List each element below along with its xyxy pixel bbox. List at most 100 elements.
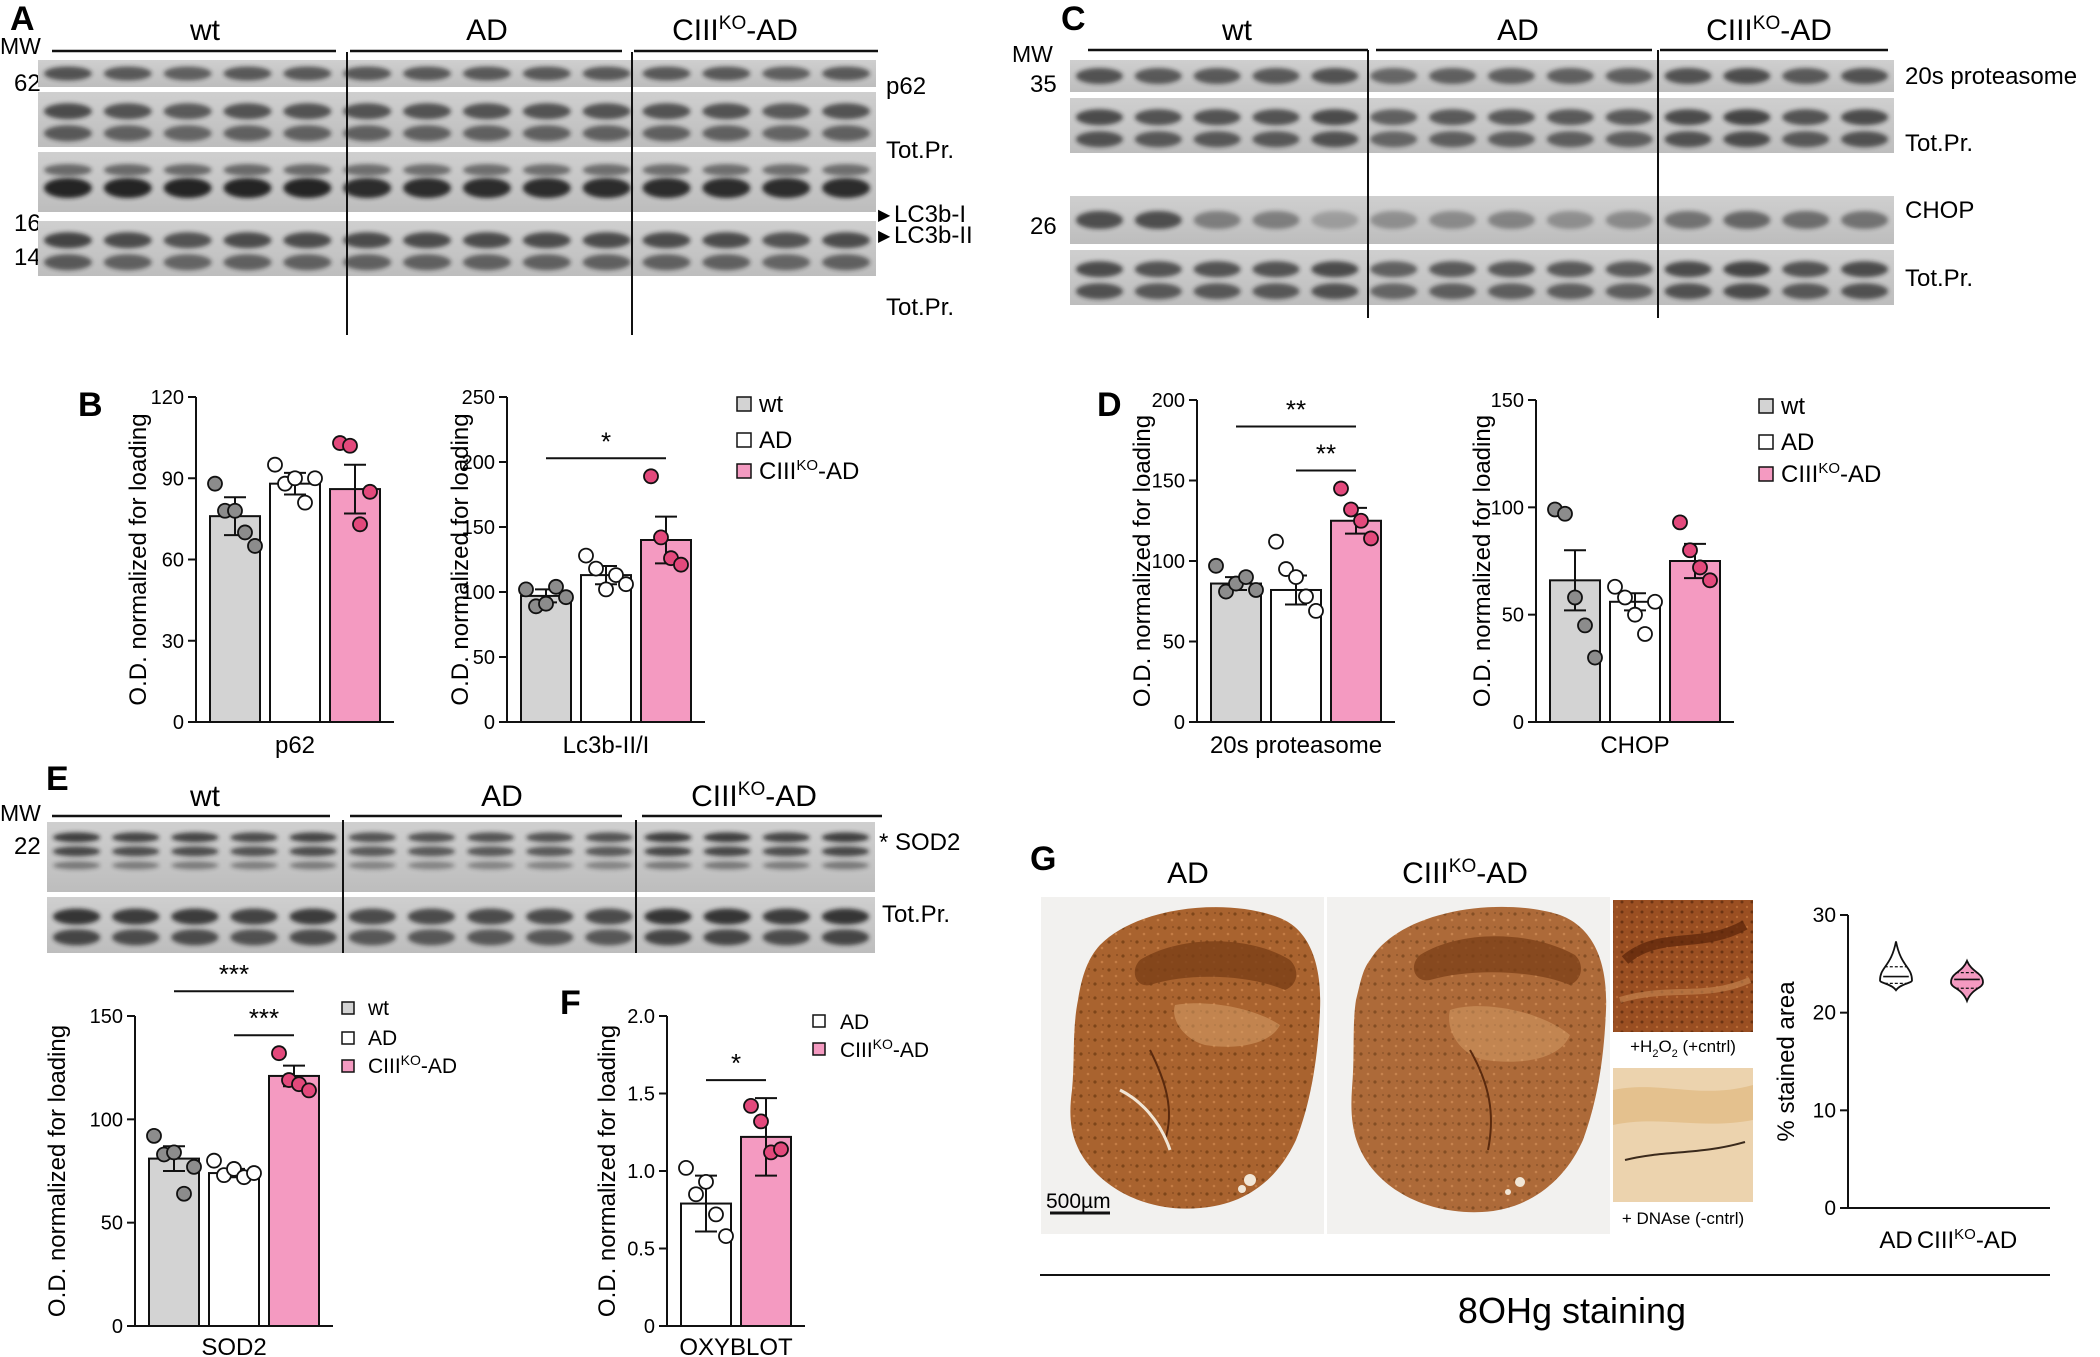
- blot-a-totpr-1-band: [283, 103, 332, 120]
- blot-e-sod2-band: [112, 832, 160, 843]
- data-point: [1647, 593, 1663, 610]
- blot-e-sod2-band: [171, 861, 219, 870]
- blot-a-p62-band: [163, 66, 212, 81]
- blot-e-sod2-band: [526, 846, 574, 857]
- blot-c-totpr-2-band: [1429, 261, 1477, 278]
- blot-a-totpr-2-band: [822, 232, 871, 249]
- blot-a-totpr-2-band: [702, 232, 751, 249]
- data-point: [1567, 589, 1583, 606]
- data-point: [206, 1152, 222, 1169]
- blot-e-totpr-band: [762, 908, 810, 925]
- bar: [520, 594, 572, 724]
- blot-a-p62-band: [283, 66, 332, 81]
- blot-e-sod2-band: [52, 832, 101, 843]
- blot-c-chop-band: [1370, 211, 1418, 229]
- data-point: [518, 581, 534, 598]
- blot-a-lc3b-bg: [38, 152, 876, 212]
- legend-e-swatch-ad: [341, 1031, 355, 1045]
- data-point: [1208, 557, 1224, 574]
- blot-a-lc3b-band: [43, 178, 92, 198]
- blot-a-group-ad: AD: [466, 14, 508, 47]
- data-point: [307, 470, 323, 487]
- y-tick-label: 150: [1491, 390, 1524, 412]
- blot-a-totpr-2-band: [283, 232, 332, 249]
- blot-c-totpr-1-band: [1723, 131, 1771, 148]
- data-point: [146, 1127, 162, 1144]
- blot-c-totpr-1-band: [1664, 131, 1712, 148]
- data-point: [1343, 501, 1359, 518]
- blot-a-p62-band: [103, 66, 152, 81]
- data-point: [1557, 505, 1573, 522]
- blot-e-sod2-band: [348, 861, 396, 870]
- blot-a-totpr-2-band: [343, 232, 392, 249]
- blot-a-p62-band: [343, 66, 392, 81]
- blot-e-sod2-band: [289, 832, 337, 843]
- data-point: [1268, 533, 1284, 550]
- blot-c-totpr-2-band: [1546, 261, 1594, 278]
- chart-stained-area: 0 10 20 30 % stained area AD CIIIKO-AD: [1773, 904, 2050, 1254]
- data-point: [1238, 569, 1254, 585]
- blot-a-lc3b-band: [223, 164, 272, 176]
- blot-a-totpr-1-band: [582, 103, 631, 120]
- data-point: [1587, 649, 1603, 666]
- legend-d-label-ad: AD: [1781, 429, 1814, 456]
- data-point: [1298, 588, 1314, 605]
- data-point: [673, 556, 689, 573]
- data-point: [538, 595, 554, 612]
- data-point: [301, 1082, 317, 1099]
- blot-a-totpr-2-band: [163, 254, 212, 271]
- x-axis-label: p62: [275, 732, 315, 759]
- blot-a-totpr-1: [38, 92, 876, 147]
- blot-e-sod2-band: [112, 846, 160, 857]
- y-tick-label: 0: [644, 1316, 655, 1338]
- blot-a-totpr-1-band: [522, 125, 571, 142]
- blot-a-lc3b: [38, 152, 876, 212]
- x-axis-label: CHOP: [1600, 732, 1669, 759]
- blot-a-totpr-2-band: [582, 232, 631, 249]
- data-point: [362, 483, 378, 500]
- blot-a-totpr-1-band: [403, 125, 452, 142]
- blot-c-20s-band: [1664, 68, 1712, 84]
- blot-e-totpr-band: [821, 908, 870, 925]
- inset-negative-control: + DNAse (-cntrl): [1613, 1068, 1753, 1228]
- y-axis-label: O.D. normalized for loading: [1129, 415, 1156, 707]
- y-tick-label: 1.0: [627, 1161, 655, 1183]
- blot-c-20s-band: [1429, 68, 1477, 84]
- blot-a-lc3b-band: [522, 178, 571, 198]
- blot-c-totpr-1-band: [1487, 109, 1535, 126]
- blot-c-totpr-2-band: [1487, 261, 1535, 278]
- bar: [268, 1074, 320, 1328]
- blot-c-totpr-2-band: [1841, 261, 1889, 278]
- blot-c-chop-band: [1841, 211, 1889, 229]
- y-tick-label: 250: [462, 387, 495, 409]
- blot-a-totpr-1-band: [43, 125, 92, 142]
- blot-a-totpr-2-band: [103, 254, 152, 271]
- y-tick-label: 50: [1163, 632, 1185, 654]
- chart-oxyblot: 0 0.5 1.0 1.5 2.0 O.D. normalized for loading…: [594, 1006, 805, 1357]
- blot-c-20s-band: [1841, 68, 1889, 84]
- blot-a-totpr-1-band: [223, 103, 272, 120]
- blot-c-mw-26: 26: [1030, 213, 1057, 240]
- y-axis-label: % stained area: [1773, 981, 1800, 1142]
- legend-d-swatch-ad: [1758, 434, 1774, 450]
- blot-a-lc3b-band: [163, 164, 212, 176]
- blot-c-totpr-1-band: [1193, 109, 1241, 126]
- blot-e-totpr-band: [703, 908, 751, 925]
- data-point: [1218, 583, 1234, 600]
- violin-body: [1950, 958, 1984, 1004]
- blot-a-totpr-2-band: [522, 232, 571, 249]
- legend-f-swatch-ad: [812, 1014, 826, 1028]
- y-tick-label: 120: [151, 387, 184, 409]
- legend-b-label-ko: CIIIKO-AD: [759, 457, 859, 485]
- blot-e-totpr-band: [585, 908, 633, 925]
- inset-negative-label: + DNAse (-cntrl): [1622, 1209, 1744, 1228]
- blot-e-totpr-band: [289, 908, 337, 925]
- blot-a-lc3b-band: [822, 164, 871, 176]
- blot-c-totpr-2-band: [1664, 261, 1712, 278]
- y-tick-label: 0: [1513, 712, 1524, 734]
- blot-c-totpr-2-band: [1370, 261, 1418, 278]
- blot-e-totpr-band: [52, 929, 101, 946]
- significance-label: *: [731, 1048, 741, 1078]
- blot-e-totpr-band: [466, 908, 515, 925]
- blot-a-lc3b-band: [702, 178, 751, 198]
